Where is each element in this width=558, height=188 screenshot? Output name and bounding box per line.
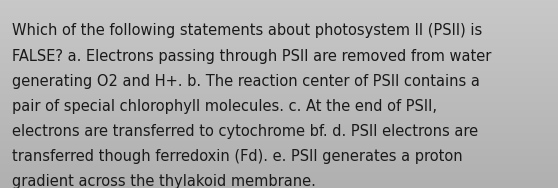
Text: gradient across the thylakoid membrane.: gradient across the thylakoid membrane.	[12, 174, 316, 188]
Text: transferred though ferredoxin (Fd). e. PSII generates a proton: transferred though ferredoxin (Fd). e. P…	[12, 149, 463, 164]
Text: electrons are transferred to cytochrome bf. d. PSII electrons are: electrons are transferred to cytochrome …	[12, 124, 478, 139]
Text: pair of special chlorophyll molecules. c. At the end of PSII,: pair of special chlorophyll molecules. c…	[12, 99, 437, 114]
Text: Which of the following statements about photosystem II (PSII) is: Which of the following statements about …	[12, 24, 483, 39]
Text: generating O2 and H+. b. The reaction center of PSII contains a: generating O2 and H+. b. The reaction ce…	[12, 74, 480, 89]
Text: FALSE? a. Electrons passing through PSII are removed from water: FALSE? a. Electrons passing through PSII…	[12, 49, 492, 64]
